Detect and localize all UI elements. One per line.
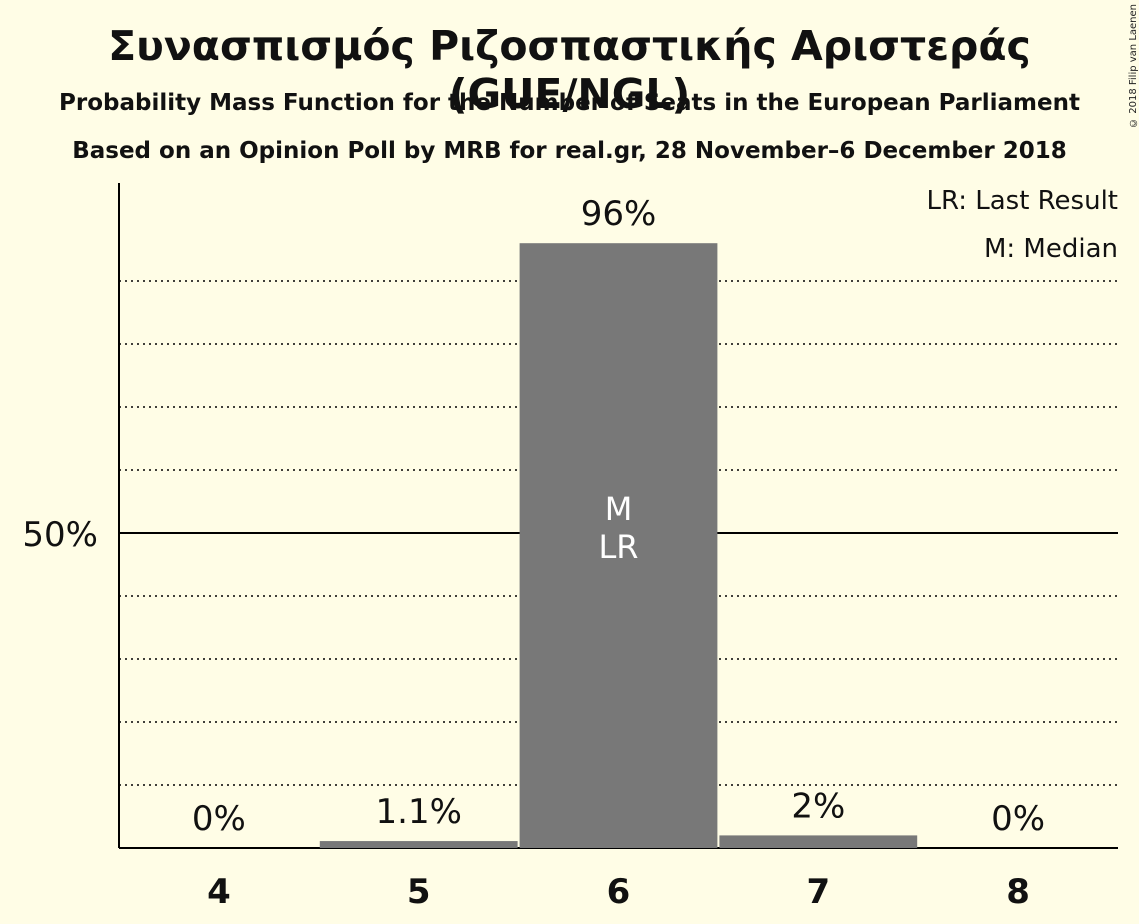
value-label-8: 0% bbox=[991, 799, 1045, 839]
bar-annotation-lr: LR bbox=[598, 528, 638, 566]
value-label-6: 96% bbox=[581, 194, 657, 234]
x-tick-label-6: 6 bbox=[607, 872, 631, 912]
bar-annotation-m: M bbox=[605, 490, 633, 528]
x-tick-label-7: 7 bbox=[806, 872, 830, 912]
label-layer: 50% 0% 4 1.1% 5 96% 6 2% 7 0% 8 MLR bbox=[22, 194, 1045, 912]
bar-6 bbox=[519, 243, 718, 848]
x-tick-label-5: 5 bbox=[407, 872, 431, 912]
bar-5 bbox=[319, 841, 518, 848]
chart-source: Based on an Opinion Poll by MRB for real… bbox=[72, 138, 1067, 164]
bar-layer bbox=[319, 243, 918, 848]
x-tick-label-8: 8 bbox=[1006, 872, 1030, 912]
value-label-5: 1.1% bbox=[376, 792, 462, 832]
x-tick-label-4: 4 bbox=[207, 872, 231, 912]
y-tick-label: 50% bbox=[22, 515, 98, 555]
bar-7 bbox=[719, 835, 918, 848]
value-label-4: 0% bbox=[192, 799, 246, 839]
value-label-7: 2% bbox=[791, 786, 845, 826]
chart-title: Συνασπισμός Ριζοσπαστικής Αριστεράς (GUE… bbox=[108, 22, 1031, 118]
chart-subtitle: Probability Mass Function for the Number… bbox=[59, 90, 1080, 116]
legend-median: M: Median bbox=[984, 234, 1118, 264]
legend-last-result: LR: Last Result bbox=[926, 186, 1118, 216]
